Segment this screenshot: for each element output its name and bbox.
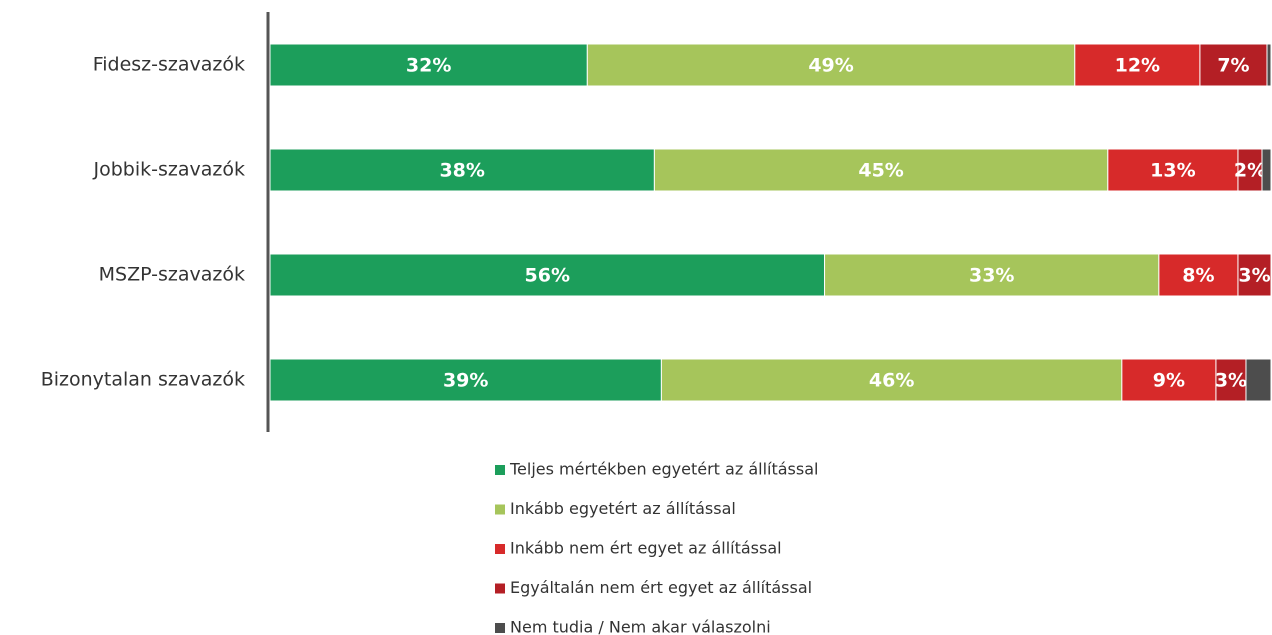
value-label: 2%: [1234, 160, 1266, 182]
value-label: 56%: [525, 265, 570, 287]
bar-segment: [1266, 43, 1272, 87]
value-label: 13%: [1150, 160, 1195, 182]
bar-segment: [1245, 358, 1272, 402]
value-label: 46%: [869, 370, 914, 392]
bar-segment: [1121, 358, 1217, 402]
category-label: Fidesz-szavazók: [93, 54, 245, 76]
legend-swatch: [495, 465, 505, 475]
bar-segment: [586, 43, 1076, 87]
bar-segment: [653, 148, 1109, 192]
legend-swatch: [495, 583, 505, 594]
bar-segment: [1261, 148, 1272, 192]
legend-label: Inkább nem ért egyet az állítással: [510, 539, 782, 558]
legend-swatch: [495, 504, 505, 515]
category-label: Jobbik-szavazók: [93, 159, 246, 181]
legend-swatch: [495, 623, 505, 633]
legend-label: Teljes mértékben egyetért az állítással: [509, 460, 818, 479]
bar-segment: [660, 358, 1123, 402]
bar-segment: [824, 253, 1160, 297]
bar-segment: [1237, 253, 1272, 297]
legend-label: Inkább egyetért az állítással: [510, 499, 736, 518]
category-label: MSZP-szavazók: [99, 264, 245, 286]
value-label: 45%: [858, 160, 903, 182]
value-label: 38%: [439, 160, 484, 182]
value-label: 8%: [1182, 265, 1214, 287]
value-label: 49%: [808, 55, 853, 77]
category-label: Bizonytalan szavazók: [41, 369, 245, 391]
value-label: 39%: [443, 370, 488, 392]
value-label: 7%: [1217, 55, 1249, 77]
legend-label: Egyáltalán nem ért egyet az állítással: [510, 578, 812, 597]
bar-segment: [269, 253, 826, 297]
value-label: 3%: [1215, 370, 1247, 392]
value-label: 3%: [1238, 265, 1270, 287]
legend-swatch: [495, 544, 505, 554]
value-label: 9%: [1153, 370, 1185, 392]
value-label: 33%: [969, 265, 1014, 287]
bar-segment: [1158, 253, 1239, 297]
bar-segment: [269, 358, 662, 402]
value-label: 12%: [1115, 55, 1160, 77]
bar-segment: [1215, 358, 1247, 402]
legend-label: Nem tudia / Nem akar válaszolni: [510, 618, 771, 635]
bar-segment: [1074, 43, 1201, 87]
value-label: 32%: [406, 55, 451, 77]
